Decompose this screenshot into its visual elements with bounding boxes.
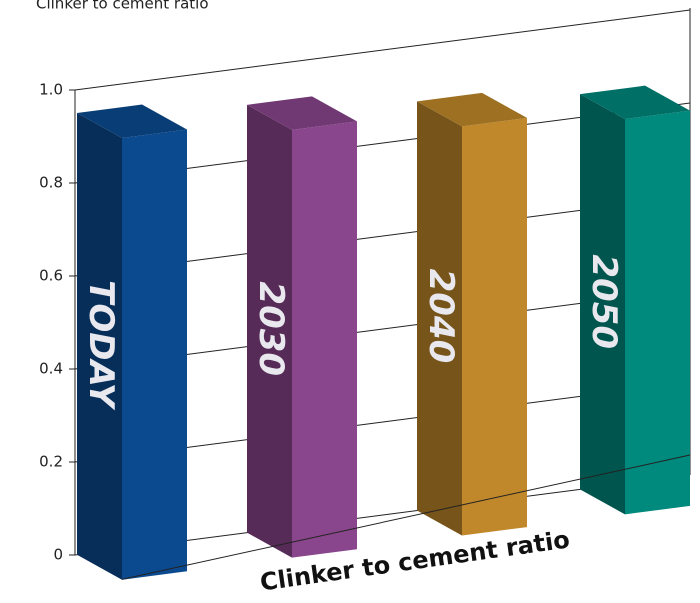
base-edge: [121, 454, 691, 580]
bar-label: 2050: [584, 254, 624, 349]
bar-top: [247, 96, 357, 130]
bar-label: 2030: [251, 281, 291, 376]
bar-side: [77, 112, 122, 580]
bar: [417, 92, 527, 536]
bar-label: 2040: [421, 269, 461, 364]
y-tick-label: 0.6: [39, 267, 63, 285]
bar-front: [462, 117, 527, 536]
bar-front: [625, 110, 690, 515]
bar: [580, 85, 690, 515]
bar-side: [247, 104, 292, 558]
bar: [77, 104, 187, 580]
y-tick-label: 0: [53, 546, 63, 564]
chart-title: Clinker to cement ratio: [36, 0, 209, 13]
bar: [247, 96, 357, 558]
y-tick-label: 1.0: [39, 81, 63, 99]
y-tick-label: 0.2: [39, 453, 63, 471]
bar-front: [122, 129, 187, 580]
bar-top: [580, 85, 690, 120]
bar-side: [580, 94, 625, 515]
bar-front: [292, 121, 357, 558]
grid-line: [74, 9, 691, 91]
y-tick-label: 0.8: [39, 174, 63, 192]
bar-top: [417, 92, 527, 127]
bar-label: TODAY: [81, 280, 121, 411]
y-tick-label: 0.4: [39, 360, 63, 378]
bar-side: [417, 101, 462, 536]
bar-top: [77, 104, 187, 138]
